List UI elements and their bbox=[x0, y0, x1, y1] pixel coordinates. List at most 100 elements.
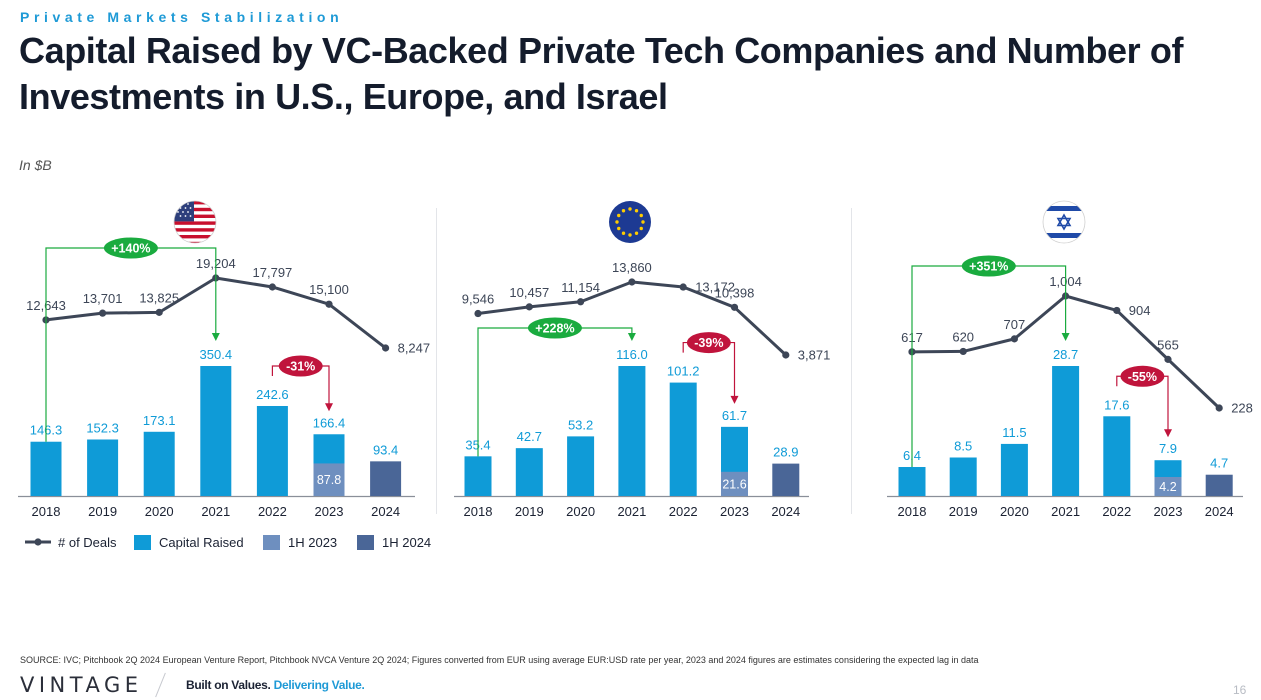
capital-bar bbox=[30, 441, 62, 496]
eu-star bbox=[641, 220, 645, 224]
half-2023-bar bbox=[721, 471, 748, 496]
bar-value-label: 42.7 bbox=[517, 429, 542, 444]
deals-point bbox=[99, 309, 107, 317]
x-tick-label: 2022 bbox=[258, 504, 287, 519]
annotation-label: +140% bbox=[111, 242, 150, 256]
deals-point bbox=[959, 347, 967, 356]
deals-point bbox=[628, 278, 636, 286]
deals-value-label: 13,701 bbox=[83, 291, 123, 306]
bar-value-label: 53.2 bbox=[568, 417, 593, 432]
bar-value-label: 4.7 bbox=[1210, 456, 1228, 471]
deals-value-label: 13,860 bbox=[612, 260, 652, 275]
bar-value-label: 8.5 bbox=[954, 438, 972, 453]
israel-flag-icon bbox=[1042, 200, 1086, 244]
capital-bar bbox=[256, 405, 288, 496]
x-tick-label: 2022 bbox=[669, 504, 698, 519]
eu-star bbox=[634, 231, 639, 235]
x-tick-label: 2023 bbox=[1154, 504, 1183, 519]
x-tick-label: 2020 bbox=[566, 504, 595, 519]
deals-point bbox=[1010, 335, 1018, 343]
eu-star bbox=[628, 207, 632, 211]
israel-chart: 6.420188.5201911.5202028.7202117.620224.… bbox=[887, 255, 1253, 519]
us-chart: 146.32018152.32019173.12020350.42021242.… bbox=[18, 237, 430, 519]
bar-value-label: 7.9 bbox=[1159, 441, 1177, 456]
half-2024-bar bbox=[1205, 474, 1233, 496]
annotation-bracket bbox=[477, 327, 633, 457]
capital-bar bbox=[618, 366, 646, 496]
legend-item-capital: Capital Raised bbox=[134, 532, 244, 552]
x-tick-label: 2018 bbox=[32, 504, 61, 519]
deals-point bbox=[577, 298, 585, 306]
bar-value-label: 166.4 bbox=[313, 415, 346, 430]
page-number: 16 bbox=[1233, 683, 1247, 697]
deals-point bbox=[1215, 404, 1223, 412]
deals-value-label: 10,398 bbox=[715, 285, 755, 300]
deals-value-label: 3,871 bbox=[798, 348, 831, 363]
deals-point bbox=[474, 309, 482, 318]
annotation-bracket bbox=[45, 247, 217, 442]
half-2023-label: 4.2 bbox=[1159, 480, 1176, 494]
deals-value-label: 10,457 bbox=[509, 285, 549, 300]
bar-value-label: 61.7 bbox=[722, 408, 747, 423]
annotation-pill bbox=[686, 332, 731, 354]
x-tick-label: 2019 bbox=[88, 504, 117, 519]
capital-bar bbox=[567, 436, 595, 496]
annotation-label: -39% bbox=[694, 336, 723, 350]
deals-value-label: 9,546 bbox=[462, 292, 495, 307]
source-note: SOURCE: IVC; Pitchbook 2Q 2024 European … bbox=[20, 655, 979, 665]
line-marker-icon bbox=[25, 538, 51, 546]
bar-value-label: 350.4 bbox=[200, 347, 233, 362]
x-tick-label: 2024 bbox=[771, 504, 800, 519]
bar-value-label: 242.6 bbox=[256, 387, 289, 402]
tagline-accent: Delivering Value. bbox=[273, 678, 365, 692]
bar-value-label: 116.0 bbox=[616, 347, 648, 362]
company-logo: VINTAGE bbox=[20, 673, 143, 697]
x-tick-label: 2021 bbox=[1051, 504, 1080, 519]
capital-bar bbox=[87, 439, 119, 496]
deals-point bbox=[525, 303, 533, 311]
deals-point bbox=[679, 283, 687, 291]
legend-label: 1H 2023 bbox=[288, 534, 338, 550]
x-tick-label: 2021 bbox=[201, 504, 230, 519]
deals-point bbox=[730, 303, 739, 311]
eu-star bbox=[628, 233, 632, 237]
capital-swatch bbox=[134, 534, 151, 550]
eu-star bbox=[639, 213, 643, 218]
capital-bar bbox=[669, 382, 697, 496]
bar-value-label: 28.9 bbox=[773, 445, 798, 460]
section-label: Private Markets Stabilization bbox=[20, 9, 344, 25]
deals-point bbox=[1113, 306, 1121, 315]
x-tick-label: 2023 bbox=[720, 504, 749, 519]
bar-value-label: 17.6 bbox=[1104, 397, 1129, 412]
bar-value-label: 93.4 bbox=[373, 442, 398, 457]
eu-star bbox=[634, 209, 639, 213]
legend-label: 1H 2024 bbox=[382, 534, 432, 550]
annotation-label: +351% bbox=[969, 260, 1008, 274]
legend-label: Capital Raised bbox=[159, 534, 244, 550]
deals-point bbox=[382, 344, 390, 352]
half-2024-bar bbox=[772, 463, 800, 496]
capital-bar bbox=[1000, 443, 1028, 496]
annotation-label: -55% bbox=[1128, 370, 1157, 384]
half-2023-bar bbox=[1154, 476, 1182, 496]
deals-value-label: 707 bbox=[1004, 317, 1026, 332]
deals-value-label: 620 bbox=[952, 329, 974, 344]
half-2023-label: 87.8 bbox=[317, 473, 341, 487]
legend-item-1h-2023: 1H 2023 bbox=[263, 532, 337, 552]
deals-value-label: 15,100 bbox=[309, 282, 349, 297]
deals-value-label: 13,825 bbox=[139, 290, 179, 305]
units-note: In $B bbox=[19, 157, 52, 173]
us-flag-icon bbox=[173, 200, 217, 244]
annotation-pill bbox=[278, 355, 323, 377]
eu-star bbox=[617, 226, 621, 231]
deals-value-label: 904 bbox=[1129, 303, 1151, 318]
bar-value-label: 101.2 bbox=[667, 364, 700, 379]
panel-divider bbox=[851, 208, 852, 514]
legend-label: # of Deals bbox=[58, 534, 117, 550]
x-tick-label: 2024 bbox=[1205, 504, 1234, 519]
annotation-pill bbox=[527, 317, 582, 339]
half-2024-bar bbox=[370, 461, 402, 496]
x-tick-label: 2021 bbox=[617, 504, 646, 519]
x-tick-label: 2020 bbox=[145, 504, 174, 519]
eu-star bbox=[639, 226, 643, 231]
